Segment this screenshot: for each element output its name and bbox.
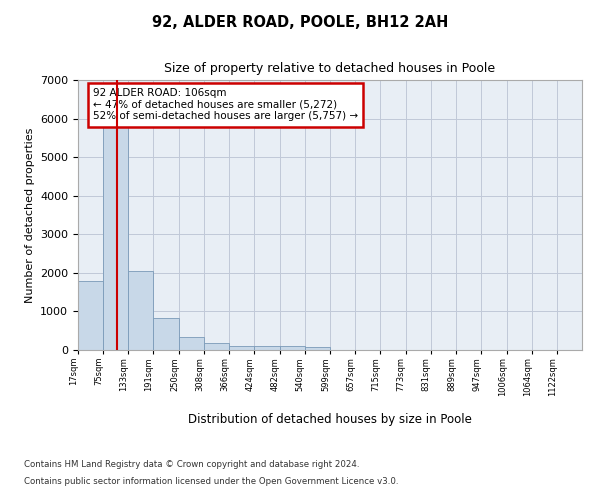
Bar xyxy=(254,346,280,350)
Bar xyxy=(154,318,179,350)
Bar xyxy=(78,282,103,350)
Bar xyxy=(305,347,330,350)
Bar xyxy=(128,270,154,350)
Text: 92 ALDER ROAD: 106sqm
← 47% of detached houses are smaller (5,272)
52% of semi-d: 92 ALDER ROAD: 106sqm ← 47% of detached … xyxy=(93,88,358,122)
Title: Size of property relative to detached houses in Poole: Size of property relative to detached ho… xyxy=(164,62,496,74)
Text: 92, ALDER ROAD, POOLE, BH12 2AH: 92, ALDER ROAD, POOLE, BH12 2AH xyxy=(152,15,448,30)
Y-axis label: Number of detached properties: Number of detached properties xyxy=(25,128,35,302)
Bar xyxy=(204,342,229,350)
Text: Contains public sector information licensed under the Open Government Licence v3: Contains public sector information licen… xyxy=(24,478,398,486)
Bar xyxy=(103,127,128,350)
Bar xyxy=(280,346,305,350)
Bar xyxy=(229,346,254,350)
Text: Contains HM Land Registry data © Crown copyright and database right 2024.: Contains HM Land Registry data © Crown c… xyxy=(24,460,359,469)
Text: Distribution of detached houses by size in Poole: Distribution of detached houses by size … xyxy=(188,412,472,426)
Bar xyxy=(179,337,204,350)
